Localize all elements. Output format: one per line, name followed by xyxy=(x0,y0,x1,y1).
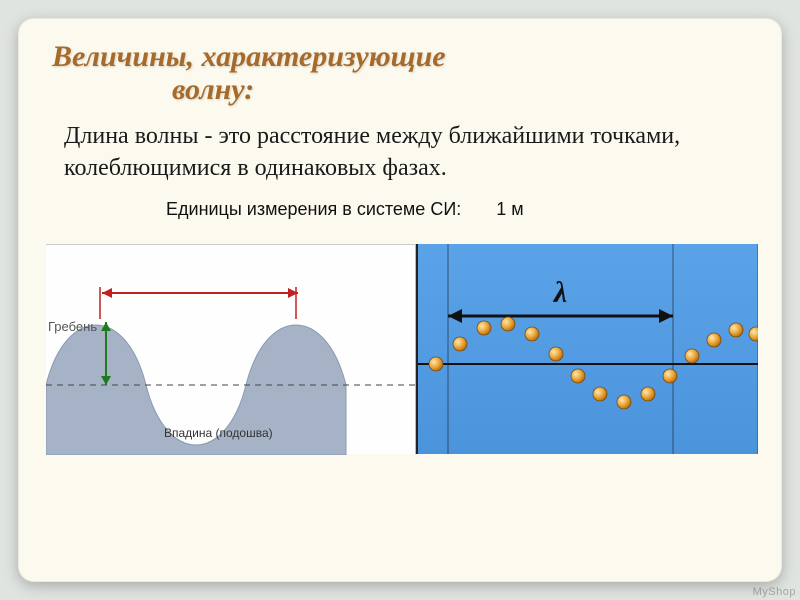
units-row: Единицы измерения в системе СИ: 1 м xyxy=(46,199,754,220)
watermark: MyShop xyxy=(753,586,796,598)
wave-profile-diagram: Гребень Впадина (подошва) xyxy=(46,244,416,454)
svg-text:λ: λ xyxy=(552,276,567,309)
slide-title: Величины, характеризующие волну: xyxy=(46,40,754,106)
definition-text: Длина волны - это расстояние между ближа… xyxy=(46,120,754,185)
wave-profile-svg xyxy=(46,245,416,455)
particle-wave-svg: λ xyxy=(418,244,758,454)
units-label: Единицы измерения в системе СИ: xyxy=(166,199,461,219)
trough-label: Впадина (подошва) xyxy=(164,426,273,440)
title-line-1: Величины, характеризующие xyxy=(52,40,446,73)
units-value: 1 м xyxy=(466,199,523,219)
crest-label: Гребень xyxy=(48,319,97,334)
title-line-2: волну: xyxy=(52,73,754,106)
diagrams-area: Гребень Впадина (подошва) λ xyxy=(46,230,754,460)
slide: Величины, характеризующие волну: Длина в… xyxy=(18,18,782,582)
particle-wave-diagram: λ xyxy=(416,244,758,454)
